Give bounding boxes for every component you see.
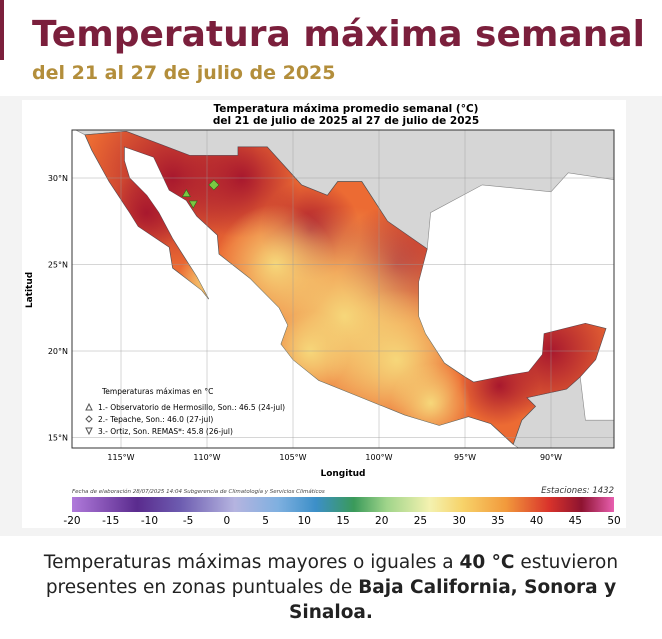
- legend-marker: [85, 415, 93, 423]
- colorbar-tick-label: 20: [375, 515, 388, 527]
- caption-part: Temperaturas máximas mayores o iguales a: [43, 552, 460, 573]
- caption-part: Baja California, Sonora y Sinaloa.: [289, 577, 617, 623]
- caption-part: estuvieron presentes en zonas puntuales …: [45, 552, 619, 598]
- legend: Temperaturas máximas en °C 1.- Observato…: [85, 387, 285, 436]
- station-marker: [181, 188, 191, 197]
- stations: Estaciones: 1432: [541, 486, 614, 496]
- lat-tick-label: 15°N: [48, 434, 68, 443]
- colorbar-tick-label: -5: [183, 515, 193, 527]
- colorbar-tick-label: 10: [298, 515, 311, 527]
- caption-part: 40 °C: [459, 552, 515, 573]
- legend-item: 3.- Ortiz, Son. REMAS*: 45.8 (26-jul): [98, 427, 233, 436]
- lat-tick-label: 25°N: [48, 261, 68, 270]
- map-title: del 21 de julio de 2025 al 27 de julio d…: [213, 115, 479, 127]
- map-figure: Temperatura máxima promedio semanal (°C)…: [22, 100, 626, 528]
- colorbar-tick-label: -15: [102, 515, 119, 527]
- colorbar-tick-label: 45: [569, 515, 582, 527]
- colorbar-tick-label: 40: [530, 515, 543, 527]
- station-marker: [208, 179, 220, 191]
- lon-tick-label: 100°W: [365, 453, 392, 462]
- caption: Temperaturas máximas mayores o iguales a…: [30, 550, 632, 625]
- x-axis-label: Longitud: [320, 469, 365, 479]
- y-axis-label: Latitud: [25, 272, 35, 308]
- lon-tick-label: 110°W: [193, 453, 220, 462]
- colorbar-tick-label: 0: [224, 515, 231, 527]
- legend-item: 2.- Tepache, Son.: 46.0 (27-jul): [98, 415, 213, 424]
- legend-marker: [85, 427, 93, 436]
- lon-tick-label: 90°W: [540, 453, 562, 462]
- colorbar-tick-label: 30: [452, 515, 465, 527]
- accent-bar: [0, 0, 4, 60]
- colorbar-tick-label: -20: [63, 515, 80, 527]
- title: Temperatura máxima semanal: [32, 14, 645, 55]
- colorbar: [72, 497, 614, 512]
- lon-tick-label: 105°W: [279, 453, 306, 462]
- colorbar-tick-label: 50: [607, 515, 620, 527]
- lat-tick-label: 30°N: [48, 174, 68, 183]
- legend-title: Temperaturas máximas en °C: [101, 387, 213, 396]
- legend-marker: [85, 402, 93, 411]
- colorbar-tick-label: -10: [141, 515, 158, 527]
- colorbar-tick-label: 5: [262, 515, 269, 527]
- colorbar-tick-label: 15: [336, 515, 349, 527]
- plot-frame: [71, 129, 615, 449]
- colorbar-tick-label: 25: [414, 515, 427, 527]
- lon-tick-label: 115°W: [107, 453, 134, 462]
- subtitle: del 21 al 27 de julio de 2025: [32, 62, 336, 84]
- lon-tick-label: 95°W: [454, 453, 476, 462]
- lat-tick-label: 20°N: [48, 347, 68, 356]
- station-marker: [188, 200, 198, 209]
- legend-item: 1.- Observatorio de Hermosillo, Son.: 46…: [98, 403, 285, 412]
- map-title: Temperatura máxima promedio semanal (°C): [214, 103, 479, 115]
- footnote: Fecha de elaboración 28/07/2025 14:04 Su…: [72, 488, 325, 495]
- colorbar-tick-label: 35: [491, 515, 504, 527]
